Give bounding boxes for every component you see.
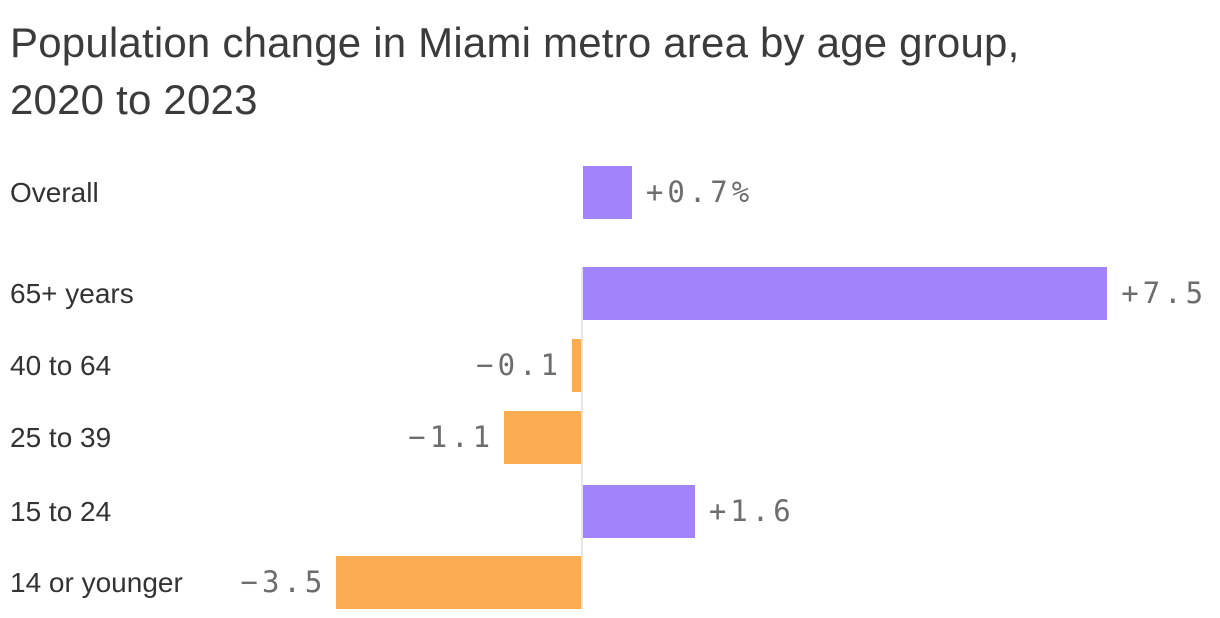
category-label: 25 to 39 <box>10 422 112 453</box>
category-label: 15 to 24 <box>10 496 112 527</box>
value-label: −0.1 <box>476 348 562 382</box>
bar-positive <box>583 267 1108 320</box>
chart-title: Population change in Miami metro area by… <box>10 19 1020 123</box>
category-label: 40 to 64 <box>10 350 112 381</box>
bar-negative <box>572 339 581 392</box>
category-label: Overall <box>10 177 99 208</box>
value-label: +7.5 <box>1121 276 1208 310</box>
value-label: +0.7% <box>645 175 754 209</box>
bar-positive <box>583 485 695 538</box>
value-label: −3.5 <box>240 565 327 599</box>
zero-baseline <box>581 267 583 609</box>
bar-negative <box>336 556 581 609</box>
bar-positive <box>583 166 632 219</box>
bar-negative <box>504 411 581 464</box>
value-label: +1.6 <box>708 494 795 528</box>
value-label: −1.1 <box>408 420 495 454</box>
category-label: 65+ years <box>10 278 134 309</box>
category-label: 14 or younger <box>10 567 183 598</box>
